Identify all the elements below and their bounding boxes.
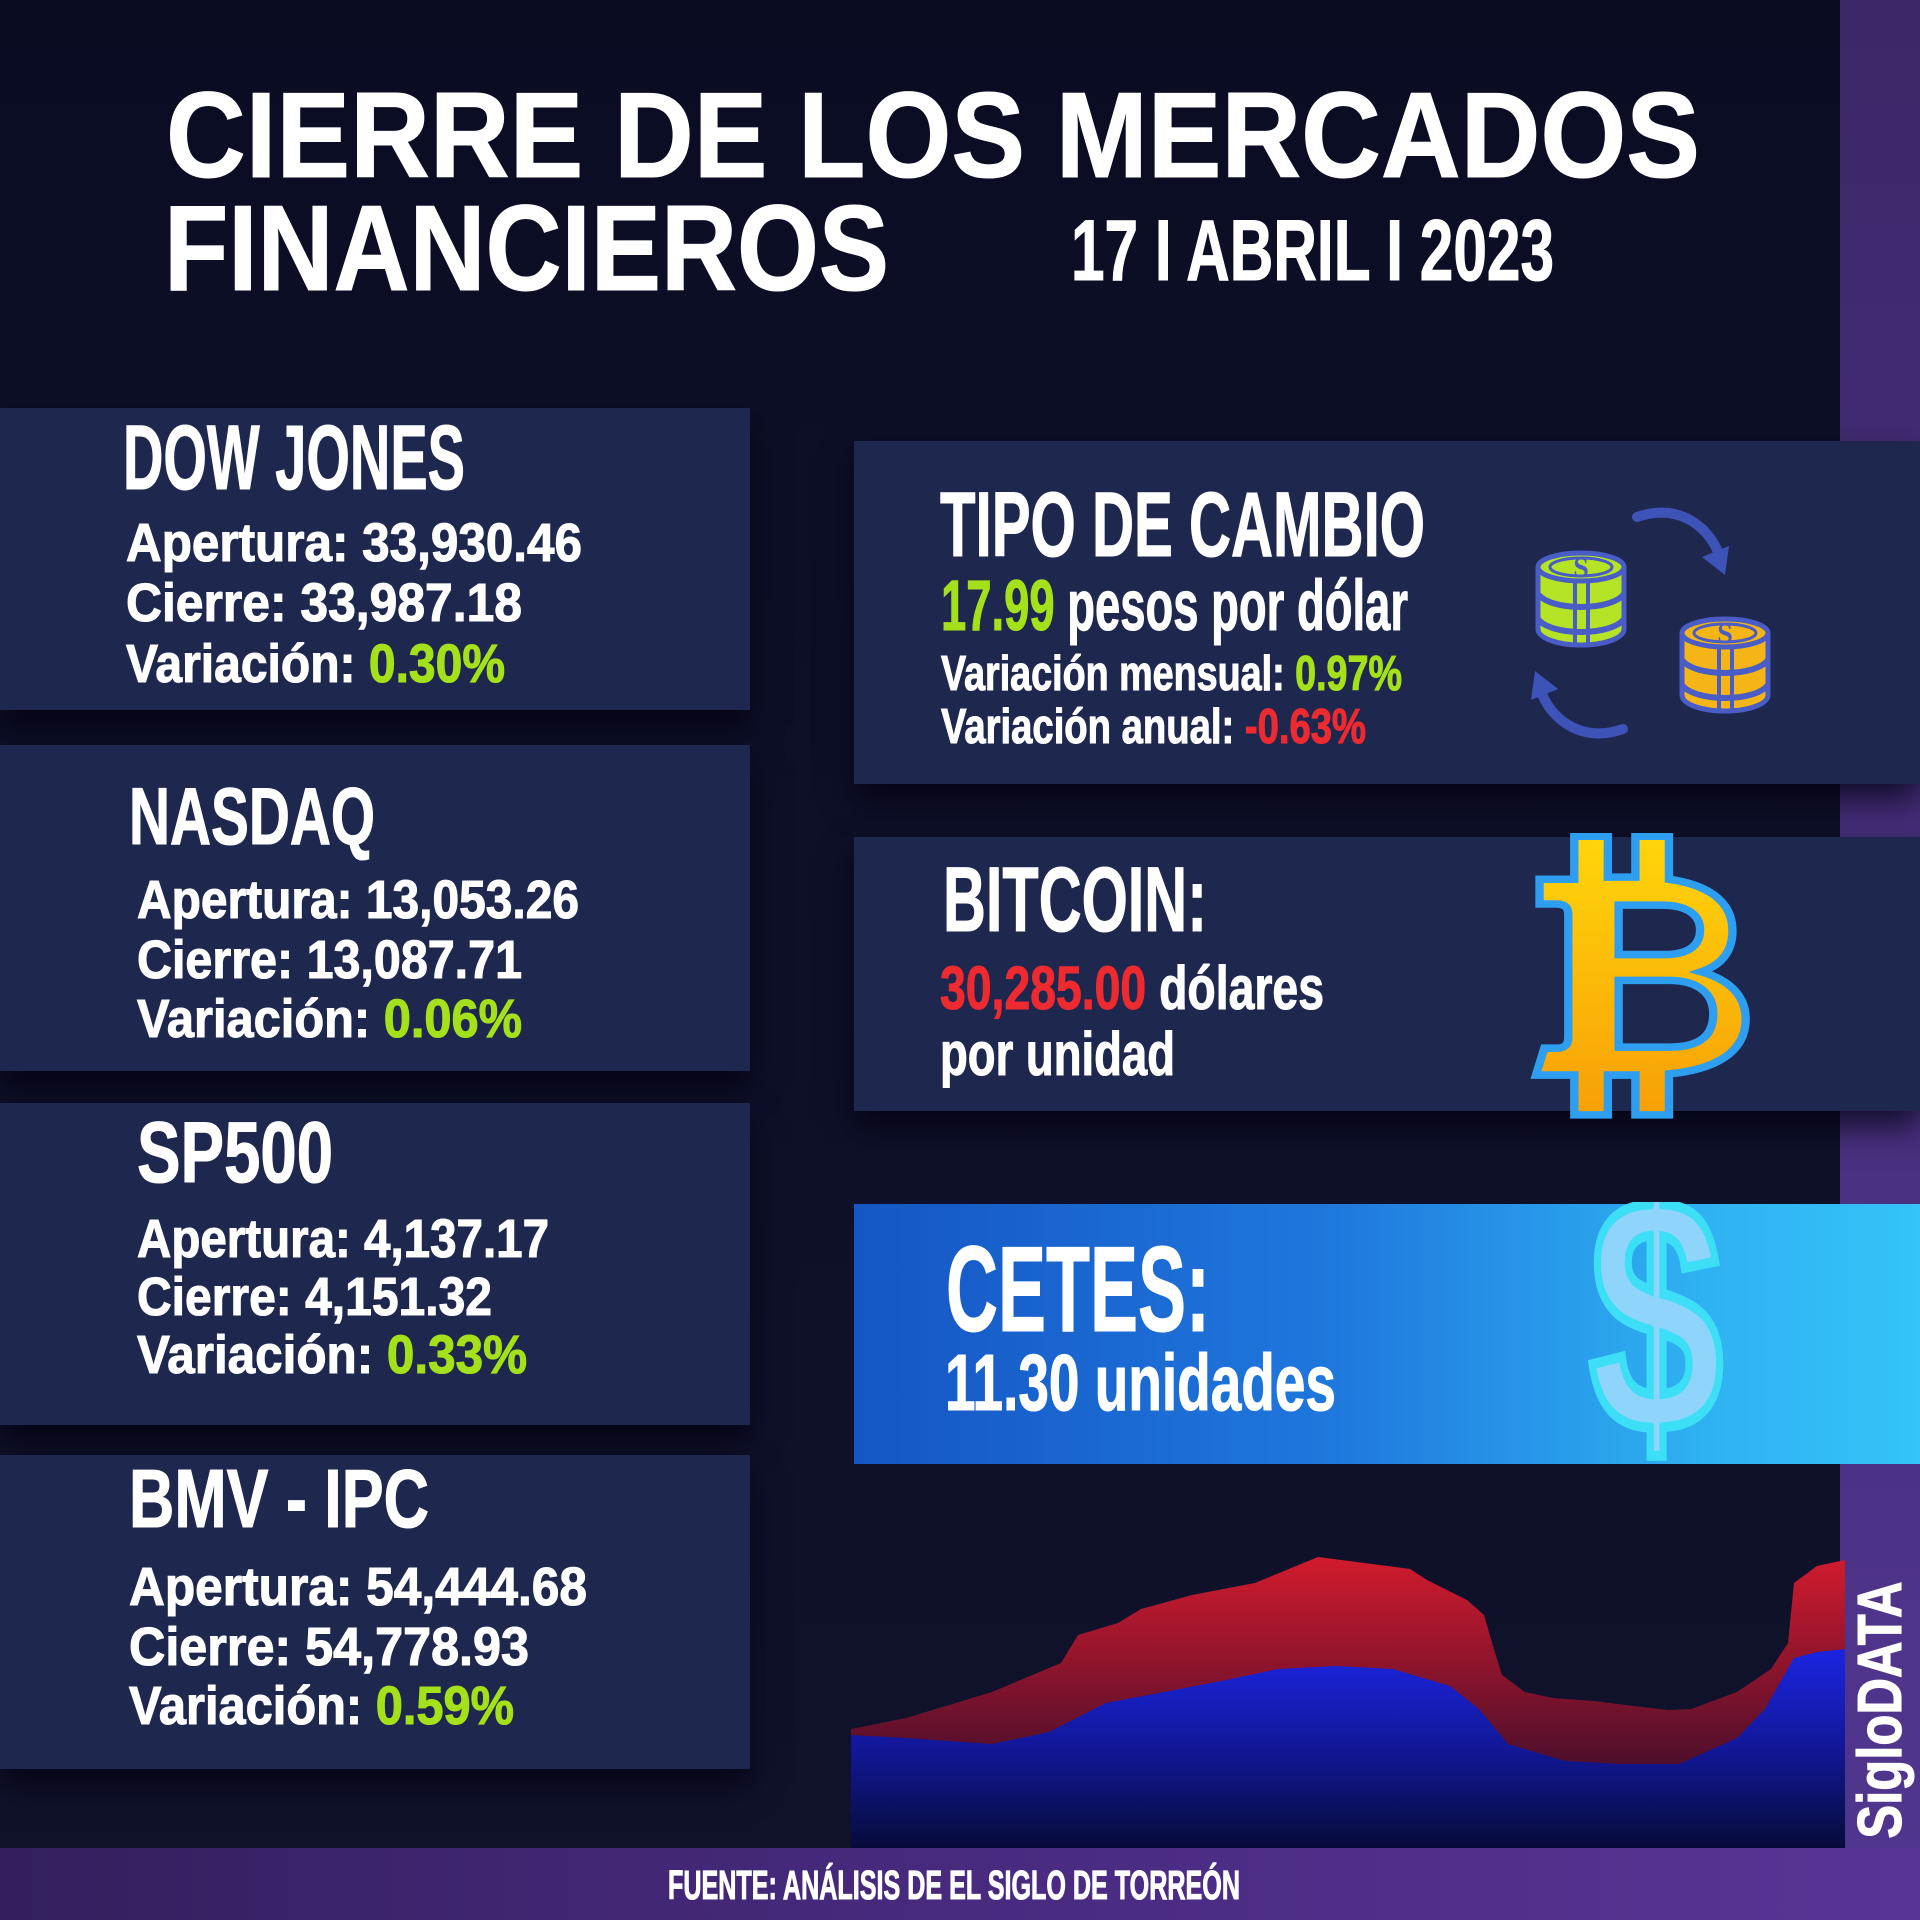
svg-text:S: S xyxy=(1573,553,1589,584)
svg-text:$: $ xyxy=(1589,1202,1723,1464)
svg-text:S: S xyxy=(1717,619,1733,650)
